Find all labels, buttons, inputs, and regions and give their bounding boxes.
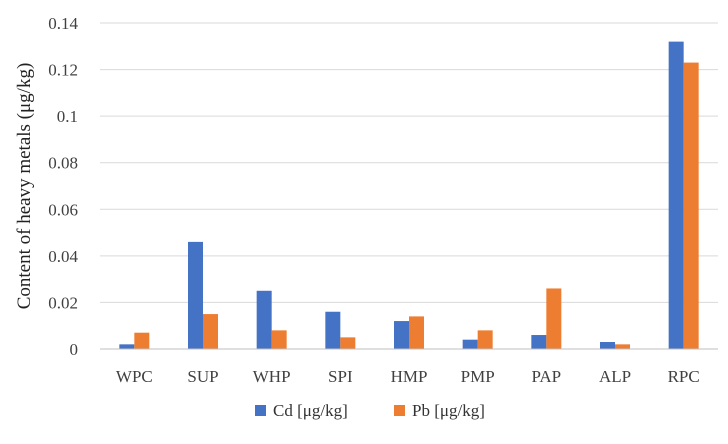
- bar-cd-whp: [256, 290, 272, 349]
- y-tick-label: 0.04: [48, 247, 78, 266]
- y-tick-label: 0: [70, 340, 79, 359]
- x-category-label: WHP: [253, 367, 291, 386]
- x-category-label: WPC: [116, 367, 153, 386]
- legend-label-pb: Pb [μg/kg]: [412, 401, 485, 420]
- y-tick-label: 0.06: [48, 200, 78, 219]
- x-category-label: HMP: [391, 367, 428, 386]
- x-category-label: PAP: [532, 367, 562, 386]
- legend-label-cd: Cd [μg/kg]: [273, 401, 348, 420]
- bar-cd-hmp: [394, 321, 409, 349]
- bar-cd-wpc: [119, 344, 135, 349]
- legend: Cd [μg/kg] Pb [μg/kg]: [255, 401, 485, 420]
- x-category-label: SPI: [328, 367, 353, 386]
- legend-swatch-pb: [394, 405, 405, 416]
- y-tick-label: 0.12: [48, 61, 78, 80]
- bar-pb-hmp: [409, 316, 424, 349]
- y-tick-label: 0.02: [48, 293, 78, 312]
- bar-cd-alp: [600, 342, 615, 349]
- bar-pb-pmp: [477, 330, 493, 349]
- legend-swatch-cd: [255, 405, 266, 416]
- x-category-label: SUP: [187, 367, 218, 386]
- y-axis-title: Content of heavy metals (μg/kg): [14, 63, 35, 310]
- bar-pb-wpc: [134, 332, 150, 349]
- bar-pb-rpc: [683, 62, 699, 349]
- x-category-label: RPC: [668, 367, 700, 386]
- bar-cd-pap: [531, 335, 547, 349]
- bar-pb-whp: [271, 330, 287, 349]
- bar-cd-pmp: [462, 339, 478, 349]
- bar-cd-sup: [188, 241, 203, 349]
- x-category-label: PMP: [461, 367, 495, 386]
- bar-cd-rpc: [668, 41, 684, 349]
- x-axis-category-labels: WPC SUP WHP SPI HMP PMP PAP ALP RPC: [116, 367, 700, 386]
- bar-pb-sup: [203, 314, 218, 349]
- y-tick-label: 0.08: [48, 154, 78, 173]
- bar-cd-spi: [325, 311, 341, 349]
- bars: [119, 41, 699, 349]
- x-category-label: ALP: [599, 367, 631, 386]
- y-tick-label: 0.1: [57, 107, 78, 126]
- y-axis-tick-labels: 0 0.02 0.04 0.06 0.08 0.1 0.12 0.14: [48, 14, 78, 359]
- bar-pb-spi: [340, 337, 356, 349]
- y-tick-label: 0.14: [48, 14, 78, 33]
- bar-pb-pap: [546, 288, 562, 349]
- bar-pb-alp: [615, 344, 630, 349]
